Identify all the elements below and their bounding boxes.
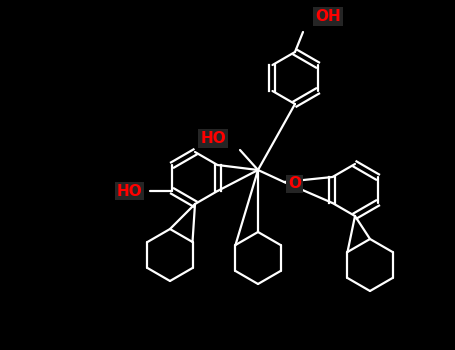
Text: HO: HO xyxy=(200,131,226,146)
Text: O: O xyxy=(288,176,301,191)
Text: HO: HO xyxy=(117,183,142,198)
Text: OH: OH xyxy=(315,9,341,24)
